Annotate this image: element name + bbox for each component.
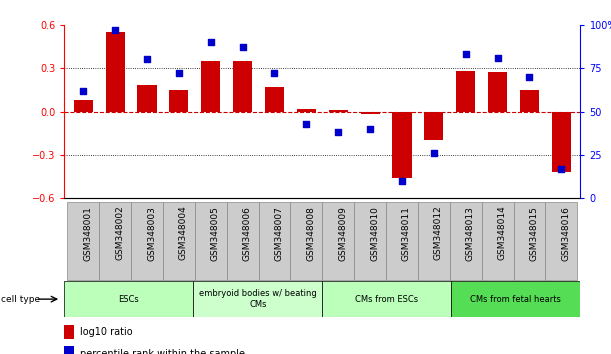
Point <box>78 88 88 93</box>
Bar <box>137 86 156 112</box>
Bar <box>297 109 316 112</box>
Bar <box>481 202 513 280</box>
Bar <box>552 112 571 172</box>
Point <box>525 74 535 80</box>
Point <box>174 70 184 76</box>
Text: GSM348015: GSM348015 <box>530 206 538 261</box>
Bar <box>74 100 93 112</box>
Bar <box>67 202 99 280</box>
Point <box>301 121 311 126</box>
Bar <box>513 202 546 280</box>
Bar <box>418 202 450 280</box>
Point <box>238 45 247 50</box>
Text: CMs from fetal hearts: CMs from fetal hearts <box>470 295 562 304</box>
Bar <box>265 87 284 112</box>
Text: log10 ratio: log10 ratio <box>79 327 132 337</box>
Bar <box>233 61 252 112</box>
Text: GSM348010: GSM348010 <box>370 206 379 261</box>
Text: GSM348011: GSM348011 <box>402 206 411 261</box>
Text: percentile rank within the sample: percentile rank within the sample <box>79 348 244 354</box>
Bar <box>64 281 193 317</box>
Text: GSM348006: GSM348006 <box>243 206 252 261</box>
Bar <box>258 202 290 280</box>
Point <box>334 130 343 135</box>
Point <box>206 39 216 45</box>
Point <box>492 55 502 61</box>
Bar <box>163 202 195 280</box>
Text: GSM348005: GSM348005 <box>211 206 220 261</box>
Text: GSM348007: GSM348007 <box>274 206 284 261</box>
Bar <box>424 112 444 141</box>
Text: GSM348014: GSM348014 <box>497 206 507 261</box>
Bar <box>201 61 221 112</box>
Text: GSM348013: GSM348013 <box>466 206 475 261</box>
Bar <box>386 202 418 280</box>
Bar <box>452 281 580 317</box>
Text: GSM348002: GSM348002 <box>115 206 124 261</box>
Text: GSM348012: GSM348012 <box>434 206 443 261</box>
Bar <box>488 73 507 112</box>
Point <box>397 178 407 184</box>
Bar <box>354 202 386 280</box>
Point <box>429 150 439 156</box>
Point <box>557 166 566 172</box>
Bar <box>169 90 188 112</box>
Text: GSM348004: GSM348004 <box>179 206 188 261</box>
Bar <box>64 325 75 339</box>
Bar <box>64 346 75 354</box>
Text: GSM348008: GSM348008 <box>306 206 315 261</box>
Text: embryoid bodies w/ beating
CMs: embryoid bodies w/ beating CMs <box>199 290 316 309</box>
Text: ESCs: ESCs <box>119 295 139 304</box>
Bar <box>546 202 577 280</box>
Text: GSM348009: GSM348009 <box>338 206 347 261</box>
Bar <box>227 202 258 280</box>
Text: cell type: cell type <box>1 295 40 304</box>
Bar <box>329 110 348 112</box>
Bar <box>323 281 452 317</box>
Point <box>142 57 152 62</box>
Bar <box>520 90 539 112</box>
Bar <box>131 202 163 280</box>
Point <box>110 27 120 33</box>
Text: GSM348001: GSM348001 <box>83 206 92 261</box>
Point <box>269 70 279 76</box>
Point <box>365 126 375 132</box>
Bar <box>195 202 227 280</box>
Bar <box>323 202 354 280</box>
Bar <box>360 112 379 114</box>
Text: GSM348003: GSM348003 <box>147 206 156 261</box>
Bar <box>456 71 475 112</box>
Text: GSM348016: GSM348016 <box>562 206 570 261</box>
Bar <box>290 202 323 280</box>
Bar <box>106 32 125 112</box>
Text: CMs from ESCs: CMs from ESCs <box>355 295 419 304</box>
Bar <box>193 281 323 317</box>
Bar <box>99 202 131 280</box>
Bar <box>392 112 412 178</box>
Bar <box>450 202 481 280</box>
Point <box>461 51 470 57</box>
